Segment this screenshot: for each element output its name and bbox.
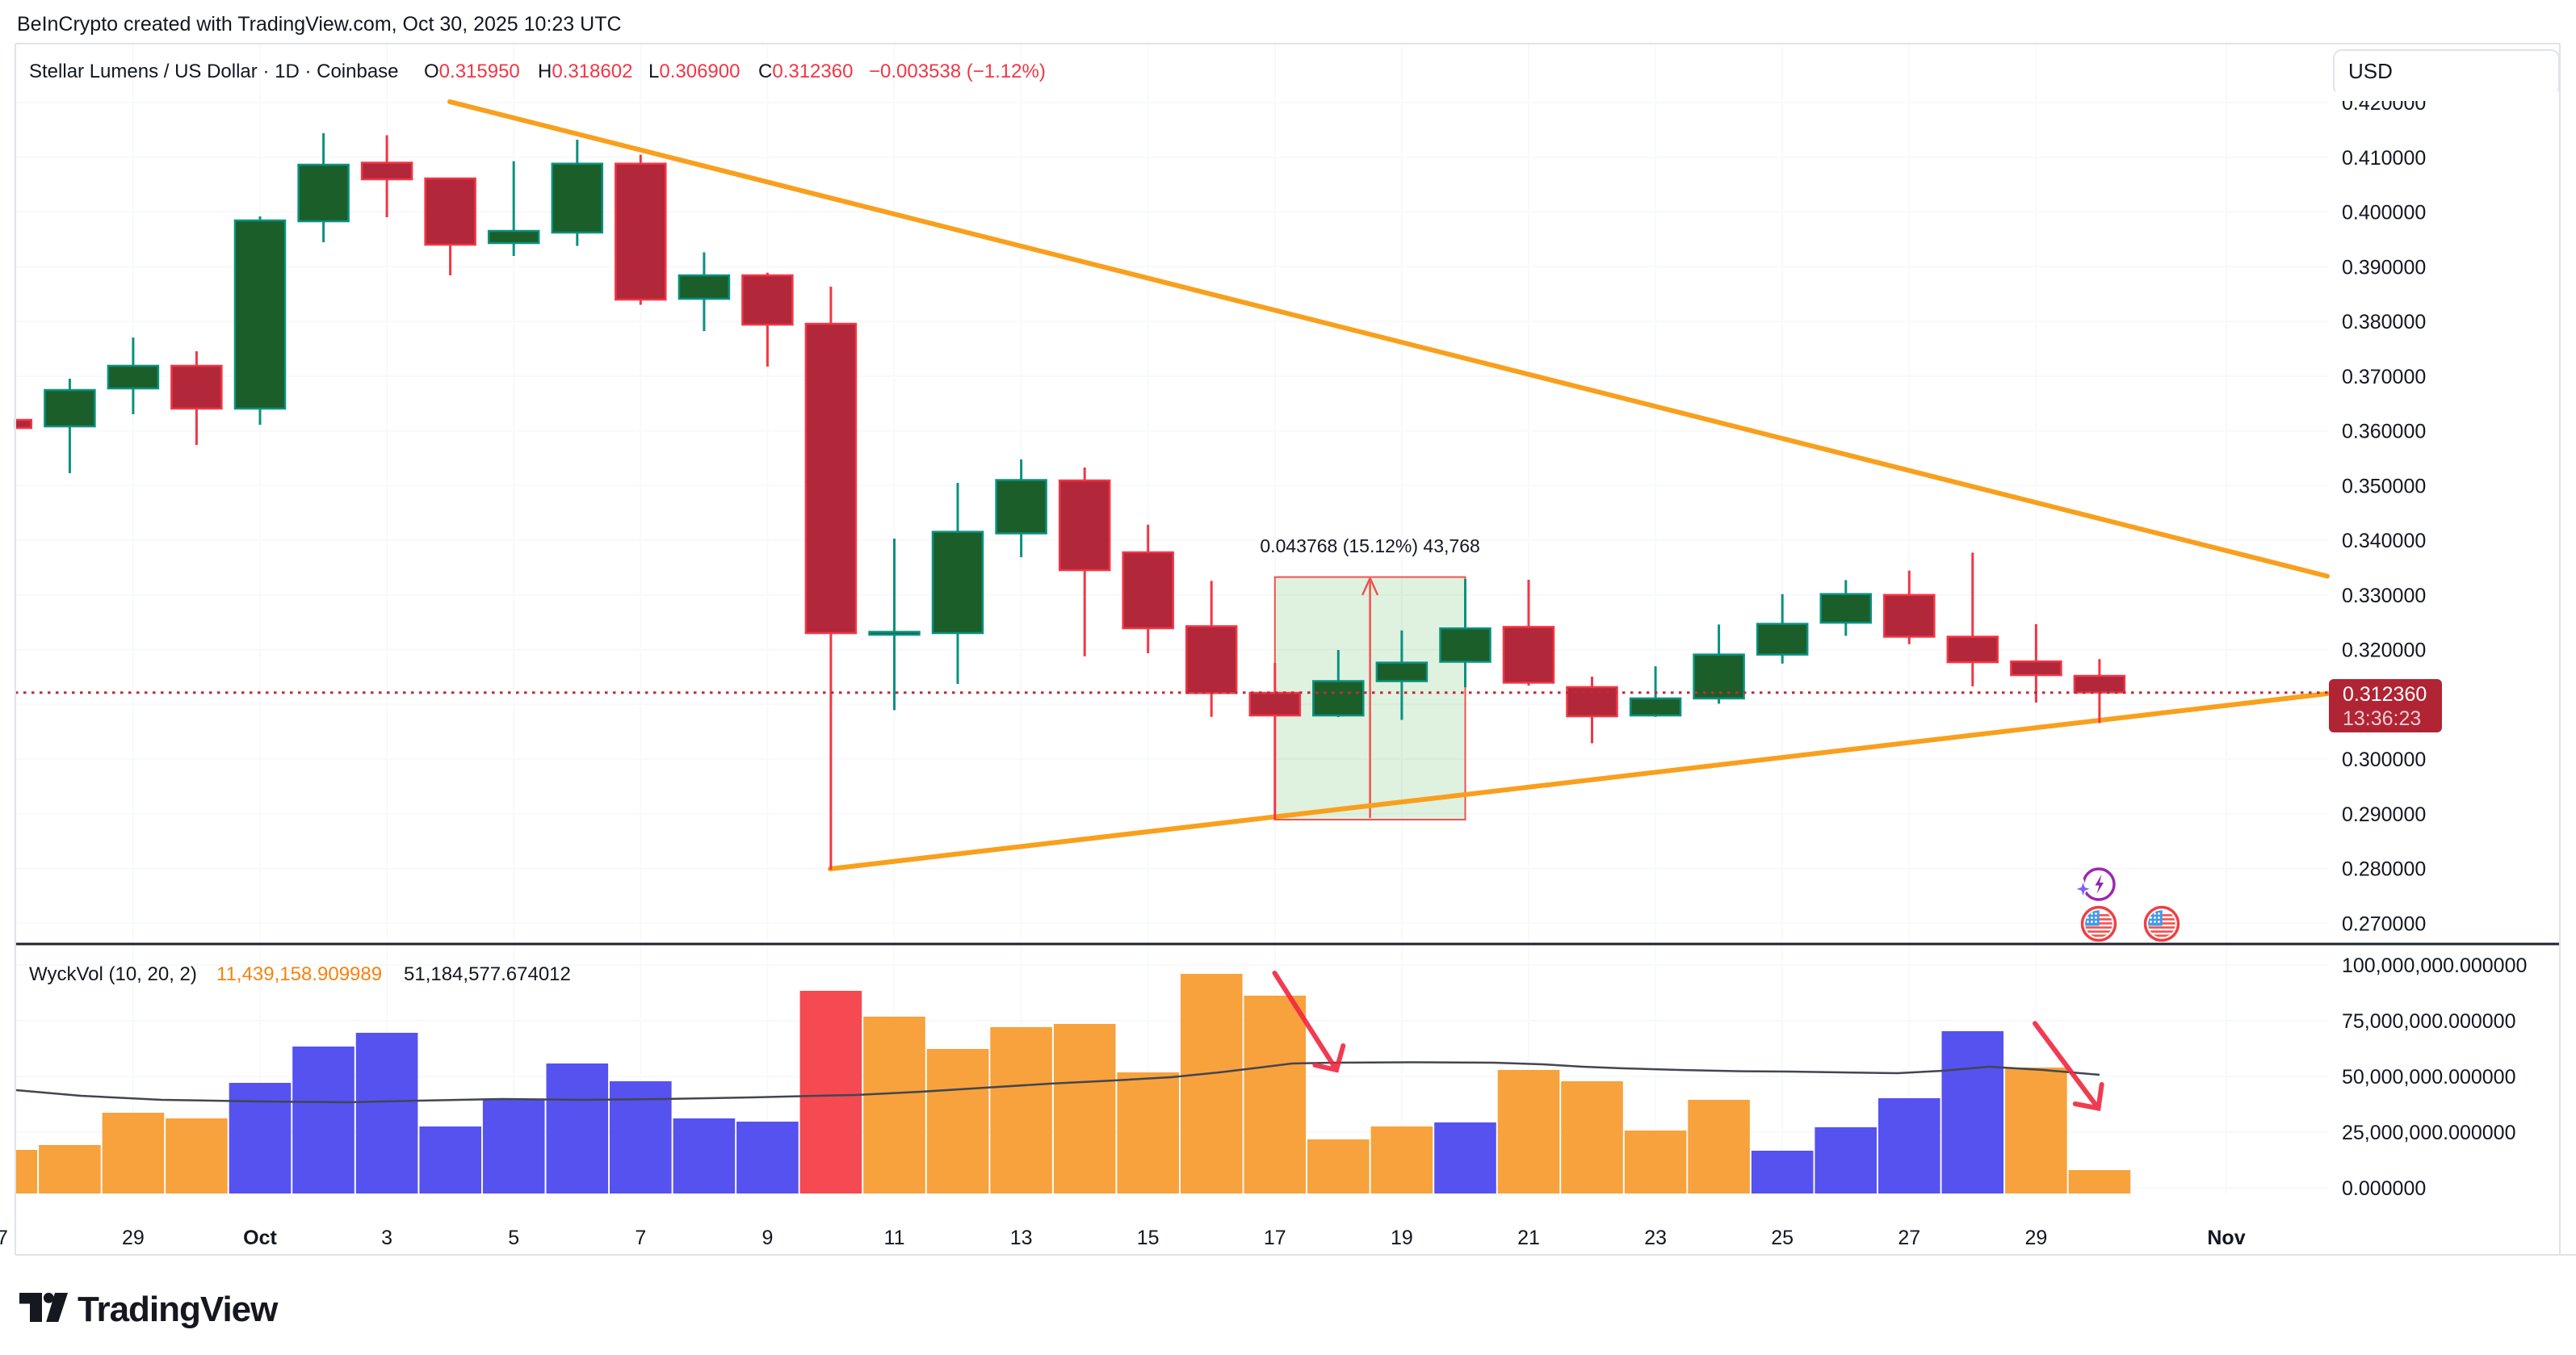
svg-text:0.270000: 0.270000 [2342,912,2426,935]
svg-text:Stellar Lumens / US Dollar · 1: Stellar Lumens / US Dollar · 1D · Coinba… [29,61,1046,82]
svg-text:9: 9 [761,1227,773,1249]
svg-text:0.340000: 0.340000 [2342,530,2426,552]
svg-text:75,000,000.000000: 75,000,000.000000 [2342,1010,2516,1033]
svg-text:50,000,000.000000: 50,000,000.000000 [2342,1066,2516,1089]
svg-text:7: 7 [635,1227,646,1249]
svg-text:15: 15 [1137,1227,1160,1249]
svg-text:WyckVol (10, 20, 2)11,439,158.: WyckVol (10, 20, 2) 11,439,158.909989 51,1… [29,963,571,985]
svg-text:25: 25 [1771,1227,1794,1249]
svg-text:0.280000: 0.280000 [2342,858,2426,881]
svg-text:0.290000: 0.290000 [2342,803,2426,826]
svg-text:0.380000: 0.380000 [2342,311,2426,334]
svg-text:0.000000: 0.000000 [2342,1177,2426,1200]
svg-text:3: 3 [381,1227,392,1249]
svg-text:Oct: Oct [243,1227,277,1249]
svg-text:13: 13 [1010,1227,1033,1249]
svg-text:25,000,000.000000: 25,000,000.000000 [2342,1122,2516,1144]
svg-text:13:36:23: 13:36:23 [2343,707,2421,730]
svg-text:0.400000: 0.400000 [2342,202,2426,224]
svg-text:100,000,000.000000: 100,000,000.000000 [2342,954,2527,977]
svg-text:USD: USD [2348,59,2393,83]
svg-text:21: 21 [1517,1227,1540,1249]
svg-text:29: 29 [122,1227,145,1249]
svg-text:0.330000: 0.330000 [2342,585,2426,607]
svg-text:23: 23 [1644,1227,1667,1249]
svg-text:27: 27 [0,1227,8,1249]
svg-text:17: 17 [1264,1227,1286,1249]
svg-text:0.390000: 0.390000 [2342,256,2426,279]
svg-text:Nov: Nov [2207,1227,2245,1249]
svg-text:5: 5 [508,1227,519,1249]
svg-text:0.043768 (15.12%) 43,768: 0.043768 (15.12%) 43,768 [1260,535,1479,556]
svg-text:27: 27 [1898,1227,1920,1249]
svg-text:0.370000: 0.370000 [2342,366,2426,388]
svg-text:0.320000: 0.320000 [2342,640,2426,662]
svg-text:19: 19 [1391,1227,1413,1249]
svg-text:0.360000: 0.360000 [2342,421,2426,443]
svg-text:0.350000: 0.350000 [2342,475,2426,497]
svg-text:0.312360: 0.312360 [2343,683,2427,706]
svg-text:TradingView: TradingView [78,1290,279,1329]
svg-text:29: 29 [2024,1227,2047,1249]
svg-text:11: 11 [884,1227,905,1249]
svg-text:0.300000: 0.300000 [2342,749,2426,771]
svg-text:0.410000: 0.410000 [2342,147,2426,170]
